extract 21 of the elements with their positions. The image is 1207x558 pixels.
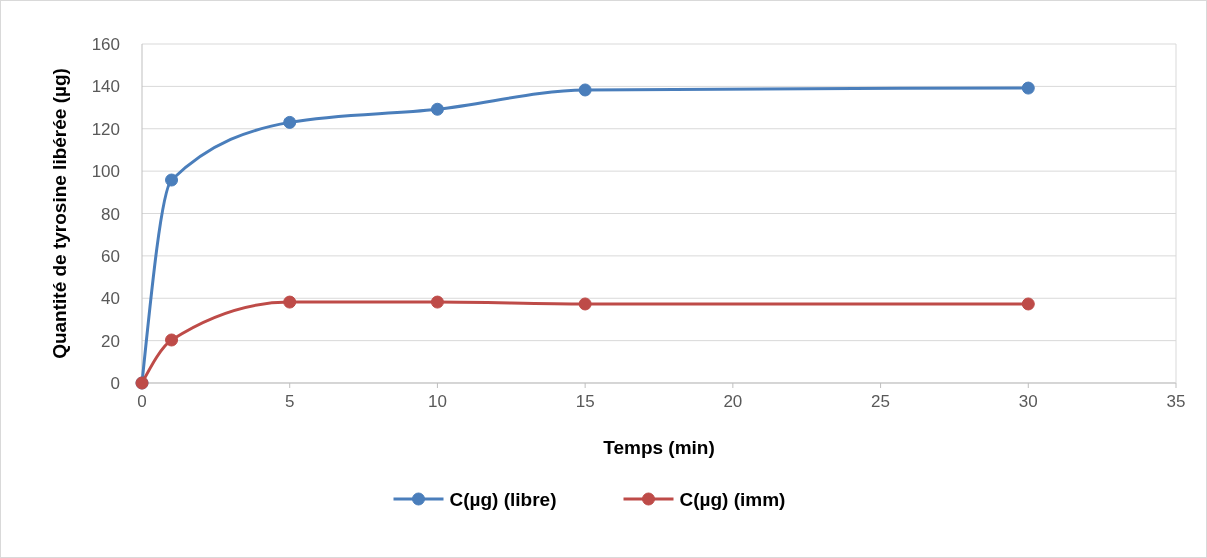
x-axis-title: Temps (min)	[603, 437, 715, 458]
y-tick-label: 160	[91, 35, 120, 54]
x-tick-label: 25	[871, 392, 891, 411]
x-tick-label: 5	[284, 392, 295, 411]
x-tick-label: 15	[575, 392, 595, 411]
x-tick-label: 20	[723, 392, 743, 411]
y-tick-label: 20	[101, 331, 120, 351]
x-tick-label: 35	[1166, 392, 1186, 411]
y-tick-label: 80	[101, 204, 120, 224]
legend-label: C(µg) (libre)	[449, 489, 557, 510]
y-axis-title: Quantité de tyrosine libérée (µg)	[49, 68, 70, 359]
y-tick-label: 100	[91, 162, 120, 182]
y-tick-label: 0	[110, 374, 120, 393]
y-tick-label: 60	[101, 246, 120, 266]
y-tick-label: 140	[91, 77, 120, 97]
x-tick-label: 0	[137, 392, 147, 411]
y-tick-label: 40	[101, 289, 120, 309]
x-tick-label: 30	[1018, 392, 1038, 411]
legend-label: C(µg) (imm)	[679, 489, 786, 510]
x-tick-label: 10	[427, 392, 447, 411]
y-tick-label: 120	[91, 119, 120, 139]
